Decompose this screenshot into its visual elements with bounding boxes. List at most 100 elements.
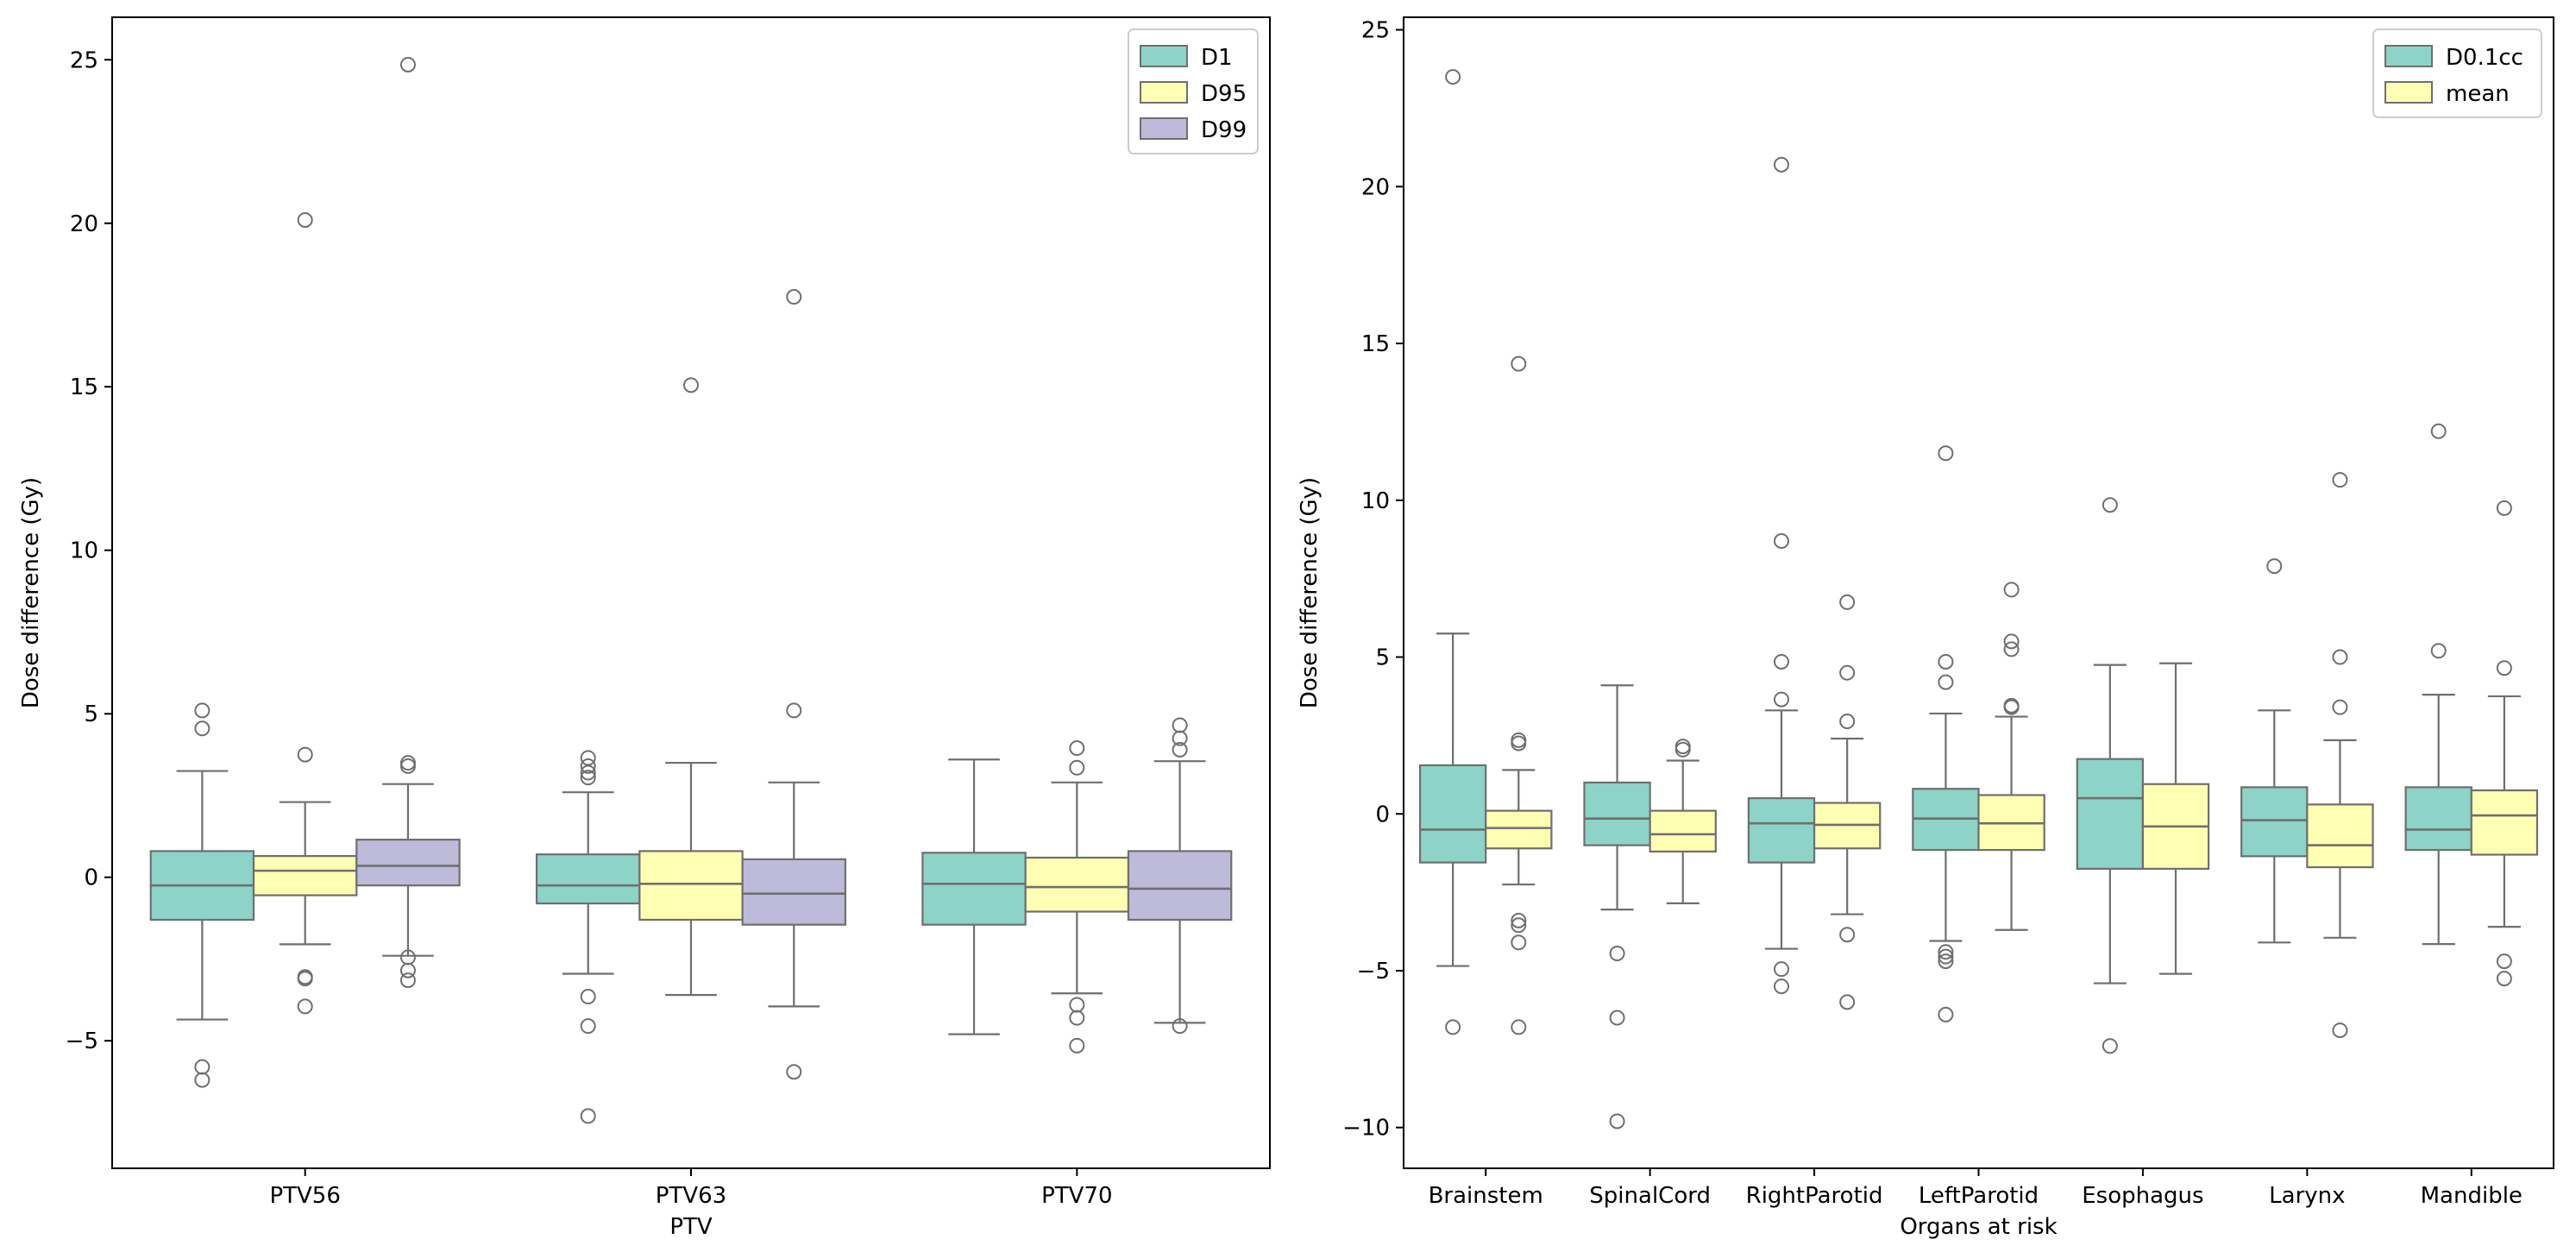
chart-1-box-D99-PTV56 xyxy=(355,56,461,989)
box-iqr xyxy=(638,850,744,922)
chart-1-y-tick-label: 25 xyxy=(70,47,98,73)
outlier-point xyxy=(1938,653,1954,670)
outlier-point xyxy=(1773,533,1789,550)
outlier-point xyxy=(1172,717,1188,733)
outlier-point xyxy=(2003,582,2020,598)
chart-2-x-tick-label: Mandible xyxy=(2421,1183,2523,1209)
box-iqr xyxy=(1485,809,1553,850)
chart-2-box-D0.1cc-Brainstem xyxy=(1418,69,1487,1035)
chart-1-box-D95-PTV70 xyxy=(1024,740,1130,1054)
outlier-point xyxy=(1773,961,1789,978)
chart-2-x-tick-label: Brainstem xyxy=(1429,1183,1543,1209)
chart-1-box-D99-PTV70 xyxy=(1127,717,1233,1035)
outlier-point xyxy=(1938,1006,1954,1022)
chart-2-legend: D0.1cc mean xyxy=(2372,28,2542,118)
outlier-point xyxy=(1172,730,1188,746)
outlier-point xyxy=(1511,912,1527,928)
outlier-point xyxy=(1839,927,1856,943)
outlier-point xyxy=(580,750,596,766)
chart-2-y-tick-label: 15 xyxy=(1361,331,1390,357)
outlier-point xyxy=(2430,643,2447,659)
chart-1-x-tick-label: PTV70 xyxy=(1041,1183,1112,1209)
chart-2-y-tick-label: 25 xyxy=(1361,18,1390,44)
chart-2-y-tick-label: 0 xyxy=(1375,802,1390,827)
outlier-point xyxy=(1938,944,1954,960)
outlier-point xyxy=(2003,641,2020,657)
outlier-point xyxy=(297,746,313,763)
outlier-point xyxy=(1511,355,1527,372)
legend-swatch-mean xyxy=(2384,81,2433,104)
outlier-point xyxy=(1511,735,1527,752)
outlier-point xyxy=(1609,1113,1625,1129)
outlier-point xyxy=(1773,691,1789,708)
chart-1-y-tick-label: 0 xyxy=(84,865,98,891)
chart-1-y-tick-label: −5 xyxy=(66,1029,98,1054)
outlier-point xyxy=(683,377,699,393)
outlier-point xyxy=(580,770,596,786)
chart-1-box-D95-PTV56 xyxy=(252,211,358,1015)
chart-2-y-axis-label: Dose difference (Gy) xyxy=(1297,477,1323,708)
chart-2-box-mean-RightParotid xyxy=(1813,594,1882,1010)
chart-2-x-tick-label: RightParotid xyxy=(1746,1183,1883,1209)
outlier-point xyxy=(1839,994,1856,1010)
outlier-point xyxy=(1674,741,1691,758)
outlier-point xyxy=(1511,732,1527,748)
box-iqr xyxy=(2240,786,2309,858)
legend-swatch-D99 xyxy=(1140,117,1188,140)
outlier-point xyxy=(194,1072,210,1088)
outlier-point xyxy=(580,989,596,1005)
chart-1-y-tick-label: 15 xyxy=(70,374,98,400)
outlier-point xyxy=(1069,1010,1085,1026)
chart-2-box-mean-Esophagus xyxy=(2141,662,2210,975)
box-iqr xyxy=(2404,786,2472,852)
outlier-point xyxy=(297,971,313,987)
outlier-point xyxy=(1773,978,1789,995)
outlier-point xyxy=(2102,497,2118,513)
outlier-point xyxy=(1938,948,1954,965)
outlier-point xyxy=(1609,1010,1625,1026)
outlier-point xyxy=(1938,674,1954,690)
outlier-point xyxy=(194,720,210,737)
box-iqr xyxy=(535,853,641,905)
outlier-point xyxy=(1773,156,1789,173)
box-iqr xyxy=(1418,764,1487,864)
chart-2-box-D0.1cc-Larynx xyxy=(2240,558,2309,944)
outlier-point xyxy=(399,962,416,978)
chart-1-panel: −5 0 5 10 15 20 25 PTV56 PTV63 PTV70 PTV Dose diffe… xyxy=(18,16,1271,1240)
legend-label-D95: D95 xyxy=(1201,81,1247,107)
chart-1-box-D95-PTV63 xyxy=(638,377,744,997)
outlier-point xyxy=(1609,946,1625,962)
chart-1-y-tick-label: 20 xyxy=(70,211,98,237)
outlier-point xyxy=(297,998,313,1015)
legend-swatch-D0.1cc xyxy=(2384,45,2433,67)
outlier-point xyxy=(1674,739,1691,755)
box-iqr xyxy=(1583,781,1651,846)
outlier-point xyxy=(1511,917,1527,934)
outlier-point xyxy=(2496,660,2512,676)
outlier-point xyxy=(786,702,802,719)
chart-1-x-tick-label: PTV63 xyxy=(656,1183,726,1209)
outlier-point xyxy=(1069,1037,1085,1054)
outlier-point xyxy=(786,1064,802,1080)
box-iqr xyxy=(355,839,461,887)
chart-2-box-D0.1cc-RightParotid xyxy=(1747,156,1816,995)
chart-2-x-tick-label: Esophagus xyxy=(2082,1183,2203,1209)
outlier-point xyxy=(580,764,596,781)
chart-1-y-axis-label: Dose difference (Gy) xyxy=(18,477,44,708)
box-iqr xyxy=(921,852,1027,926)
chart-1-box-D1-PTV56 xyxy=(149,702,255,1088)
outlier-point xyxy=(2332,699,2348,715)
outlier-point xyxy=(399,56,416,72)
box-iqr xyxy=(1127,850,1233,922)
box-iqr xyxy=(2076,758,2145,870)
outlier-point xyxy=(2332,472,2348,488)
box-iqr xyxy=(741,858,847,926)
chart-2-box-D0.1cc-Esophagus xyxy=(2076,497,2145,1054)
outlier-point xyxy=(399,755,416,771)
outlier-point xyxy=(2003,633,2020,650)
chart-2-box-mean-Brainstem xyxy=(1485,355,1553,1035)
outlier-point xyxy=(194,702,210,719)
outlier-point xyxy=(2266,558,2283,575)
chart-2-x-tick-label: Larynx xyxy=(2269,1183,2345,1209)
